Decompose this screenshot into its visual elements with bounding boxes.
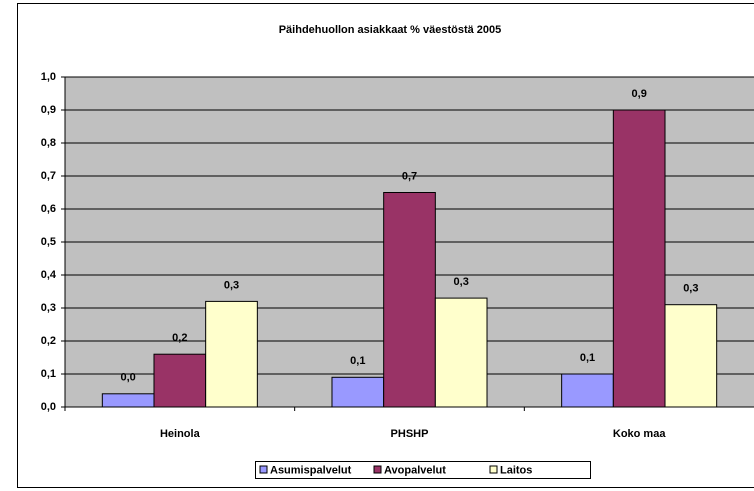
data-label: 0,1 (580, 352, 595, 364)
data-label: 0,3 (224, 279, 239, 291)
data-label: 0,9 (632, 88, 647, 100)
data-label: 0,1 (350, 355, 365, 367)
y-tick-label: 0,5 (41, 236, 56, 248)
y-tick-label: 0,6 (41, 203, 56, 215)
legend-label: Asumispalvelut (270, 464, 352, 476)
legend-swatch (489, 465, 498, 474)
x-tick-label: Heinola (160, 428, 201, 440)
data-label: 0,3 (454, 276, 469, 288)
x-tick-label: PHSHP (391, 428, 429, 440)
y-tick-label: 1,0 (41, 71, 56, 83)
y-tick-label: 0,8 (41, 137, 56, 149)
data-label: 0,7 (402, 170, 417, 182)
y-tick-label: 0,0 (41, 401, 56, 413)
legend-label: Laitos (500, 464, 532, 476)
chart-title: Päihdehuollon asiakkaat % väestöstä 2005 (279, 24, 502, 36)
x-tick-label: Koko maa (613, 428, 666, 440)
data-label: 0,2 (172, 332, 187, 344)
bar (331, 376, 385, 408)
y-tick-label: 0,4 (41, 269, 57, 281)
y-tick-label: 0,1 (41, 368, 56, 380)
y-tick-label: 0,7 (41, 170, 56, 182)
legend-swatch (373, 465, 382, 474)
data-label: 0,3 (683, 283, 698, 295)
bar (434, 297, 488, 408)
bar (383, 192, 436, 408)
legend-swatch (259, 465, 268, 474)
bar (664, 304, 718, 408)
data-label: 0,0 (121, 372, 136, 384)
y-tick-label: 0,2 (41, 335, 56, 347)
legend-label: Avopalvelut (384, 464, 446, 476)
bar (101, 393, 155, 408)
y-tick-label: 0,9 (41, 104, 56, 116)
bar (205, 300, 258, 408)
bar (153, 353, 207, 408)
bar (612, 109, 666, 408)
bar (561, 373, 614, 408)
legend-box (255, 461, 591, 479)
y-tick-label: 0,3 (41, 302, 56, 314)
